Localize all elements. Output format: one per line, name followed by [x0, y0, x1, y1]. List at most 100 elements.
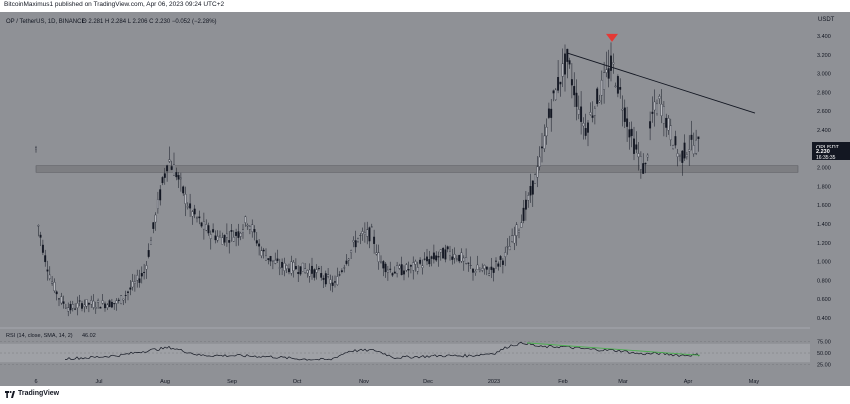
candle-body: [182, 186, 185, 194]
candle-body: [343, 267, 346, 269]
candle-body: [154, 214, 157, 223]
candle-body: [642, 163, 645, 174]
time-tick-label: Feb: [558, 379, 567, 385]
rsi-label: RSI (14, close, SMA, 14, 2): [6, 333, 73, 339]
candle-body: [239, 233, 242, 237]
candle-body: [669, 125, 672, 141]
candle-body: [368, 227, 371, 242]
candle-body: [589, 112, 592, 115]
candle-body: [294, 266, 297, 270]
candle-body: [51, 281, 54, 284]
candle-body: [453, 254, 456, 259]
candle-body: [324, 273, 327, 285]
candle-body: [251, 224, 254, 232]
candle-body: [350, 250, 353, 253]
candle-body: [283, 263, 286, 271]
price-tick-label: 1.800: [817, 184, 831, 190]
candle-body: [600, 79, 603, 96]
price-tick-label: 1.400: [817, 222, 831, 228]
candle-body: [683, 142, 686, 159]
candle-body: [242, 229, 244, 233]
candle-body: [292, 262, 295, 271]
candle-body: [81, 303, 83, 309]
candle-body: [660, 103, 663, 116]
support-zone: [35, 165, 799, 173]
chart-legend-ohlc: O 2.281 H 2.284 L 2.206 C 2.230 −0.052 (…: [82, 19, 217, 25]
candle-body: [230, 230, 233, 232]
candle-body: [423, 258, 426, 260]
candle-body: [129, 287, 132, 290]
candle-body: [207, 225, 210, 234]
candle-body: [697, 136, 700, 140]
candle-body: [281, 261, 284, 268]
candle-body: [598, 100, 601, 103]
candle-body: [156, 199, 159, 209]
candle-body: [301, 262, 304, 272]
candle-body: [315, 269, 318, 273]
candle-body: [276, 258, 279, 261]
candle-body: [288, 268, 290, 273]
candle-body: [432, 252, 435, 260]
candle-body: [352, 240, 355, 243]
candle-body: [541, 146, 543, 149]
candle-body: [407, 269, 410, 271]
candle-body: [191, 211, 194, 217]
candle-body: [377, 252, 380, 262]
candle-body: [163, 173, 166, 178]
time-tick-label: Aug: [160, 379, 170, 385]
candle-body: [628, 129, 631, 138]
tradingview-logo-icon: [5, 391, 15, 398]
time-tick-label: Oct: [293, 379, 302, 385]
candle-body: [522, 207, 525, 221]
candle-body: [626, 118, 629, 127]
candle-body: [179, 177, 182, 180]
candle-body: [35, 147, 37, 150]
candle-body: [143, 271, 146, 273]
candle-body: [248, 226, 251, 230]
candle-body: [513, 235, 516, 244]
candle-body: [255, 240, 258, 244]
top-bar: BitcoinMaximus1 published on TradingView…: [0, 0, 850, 12]
time-tick-label: Apr: [684, 379, 693, 385]
candle-body: [271, 259, 274, 262]
candle-body: [414, 261, 417, 265]
candle-body: [531, 180, 534, 195]
candle-body: [306, 270, 309, 274]
candle-body: [679, 155, 681, 157]
candle-body: [421, 265, 424, 268]
candle-body: [550, 108, 553, 118]
candle-body: [430, 256, 433, 259]
time-tick-label: Mar: [618, 379, 628, 385]
candle-body: [577, 109, 580, 115]
candle-body: [338, 274, 341, 276]
candle-body: [524, 199, 527, 210]
candle-body: [538, 156, 541, 167]
candle-body: [366, 229, 369, 237]
price-chart[interactable]: 75.00 50.00 25.00 3.400 3.200 3.000 2.800 2.60…: [0, 12, 850, 386]
candle-body: [490, 266, 493, 270]
price-tick-label: 1.000: [817, 260, 831, 266]
candle-body: [469, 265, 472, 266]
candle-body: [688, 149, 691, 152]
candle-body: [320, 273, 323, 278]
candle-body: [200, 222, 203, 227]
chart-legend-symbol: OP / TetherUS, 1D, BINANCE: [6, 19, 85, 25]
candle-body: [637, 153, 640, 158]
candle-body: [614, 85, 617, 87]
candle-body: [674, 136, 677, 146]
candle-body: [653, 101, 656, 111]
candle-body: [133, 281, 136, 284]
candle-body: [64, 307, 67, 309]
chart-frame[interactable]: 75.00 50.00 25.00 3.400 3.200 3.000 2.800 2.60…: [0, 12, 850, 386]
candle-body: [462, 257, 465, 262]
candle-body: [665, 117, 668, 128]
candle-body: [488, 273, 491, 276]
candle-body: [322, 277, 325, 280]
candle-body: [573, 86, 576, 96]
candle-body: [460, 252, 463, 262]
candle-body: [244, 216, 247, 223]
candle-body: [67, 307, 70, 312]
candle-body: [584, 128, 587, 136]
price-tick-label: 3.200: [817, 53, 831, 59]
candle-body: [646, 154, 649, 158]
